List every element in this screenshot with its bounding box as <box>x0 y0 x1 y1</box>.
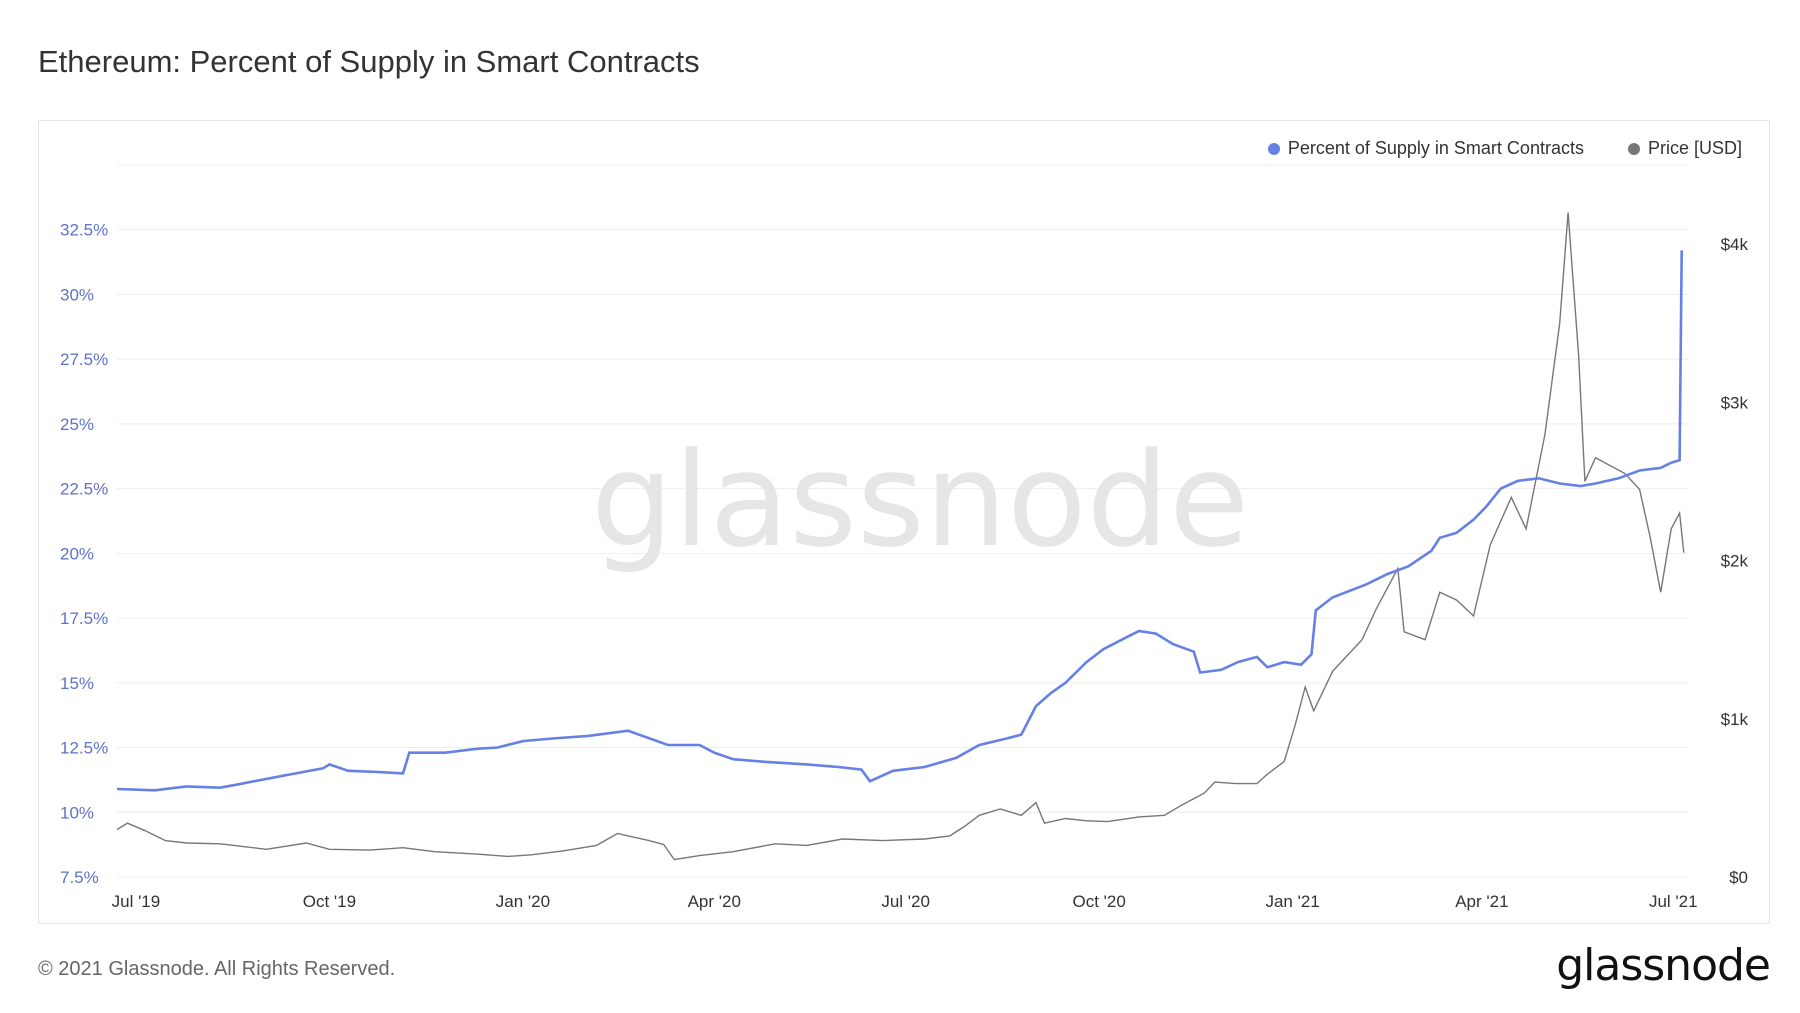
left-tick-label: 22.5% <box>60 480 108 499</box>
left-tick-label: 32.5% <box>60 221 108 240</box>
brand-logo: glassnode <box>1556 940 1771 991</box>
legend-label-price: Price [USD] <box>1647 138 1742 158</box>
copyright-footer: © 2021 Glassnode. All Rights Reserved. <box>38 958 396 980</box>
legend-label-percent: Percent of Supply in Smart Contracts <box>1287 138 1584 158</box>
left-tick-label: 30% <box>60 285 94 304</box>
legend: Percent of Supply in Smart Contracts Pri… <box>1267 138 1742 159</box>
x-tick-label: Jan '21 <box>1265 892 1319 911</box>
x-axis: Jul '19 Oct '19 Jan '20 Apr '20 Jul '20 Oct '… <box>112 892 1698 911</box>
left-tick-label: 15% <box>60 674 94 693</box>
watermark: glassnode <box>591 424 1249 576</box>
x-tick-label: Oct '19 <box>303 892 356 911</box>
x-tick-label: Apr '20 <box>688 892 741 911</box>
percent-series-line <box>116 250 1683 792</box>
x-tick-label: Jul '21 <box>1649 892 1698 911</box>
legend-dot-percent <box>1267 142 1280 155</box>
chart-panel <box>38 120 1770 924</box>
right-tick-label: $2k <box>1721 552 1749 571</box>
right-tick-label: $1k <box>1721 710 1749 729</box>
left-tick-label: 20% <box>60 544 94 563</box>
right-tick-label: $0 <box>1729 868 1748 887</box>
left-tick-label: 7.5% <box>60 868 99 887</box>
x-tick-label: Jan '20 <box>496 892 550 911</box>
x-tick-label: Oct '20 <box>1072 892 1125 911</box>
x-tick-label: Apr '21 <box>1455 892 1508 911</box>
x-tick-label: Jul '19 <box>112 892 161 911</box>
left-tick-label: 17.5% <box>60 609 108 628</box>
right-axis: $0 $1k $2k $3k $4k <box>1721 235 1749 887</box>
legend-dot-price <box>1627 142 1640 155</box>
left-tick-label: 10% <box>60 803 94 822</box>
left-tick-label: 12.5% <box>60 739 108 758</box>
left-axis: 7.5% 10% 12.5% 15% 17.5% 20% 22.5% 25% 27.5% 30% 3… <box>60 221 108 887</box>
x-tick-label: Jul '20 <box>881 892 930 911</box>
left-tick-label: 27.5% <box>60 350 108 369</box>
right-tick-label: $3k <box>1721 393 1749 412</box>
price-series-line <box>116 212 1685 861</box>
chart-title: Ethereum: Percent of Supply in Smart Con… <box>38 44 700 79</box>
legend-item-price[interactable]: Price [USD] <box>1627 138 1742 159</box>
legend-item-percent[interactable]: Percent of Supply in Smart Contracts <box>1267 138 1584 159</box>
left-tick-label: 25% <box>60 415 94 434</box>
right-tick-label: $4k <box>1721 235 1749 254</box>
